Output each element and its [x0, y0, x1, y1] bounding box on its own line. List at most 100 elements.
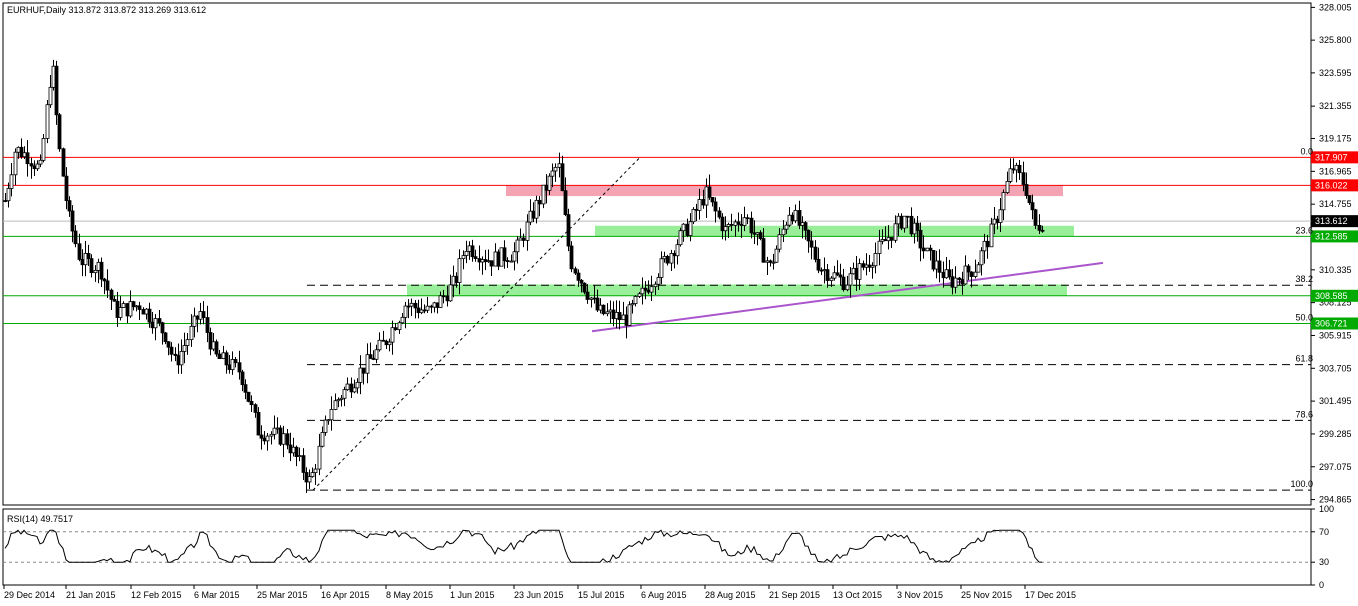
candle-body — [22, 152, 27, 158]
candle-body — [41, 138, 46, 161]
level-tag — [1311, 317, 1358, 330]
time-tick-label: 8 May 2015 — [386, 590, 433, 600]
candle-body — [733, 221, 738, 226]
candle-body — [701, 199, 706, 206]
level-tag-label: 312.585 — [1315, 231, 1348, 241]
candle-body — [755, 232, 760, 235]
candle-body — [125, 303, 130, 317]
time-tick-label: 16 Apr 2015 — [321, 590, 370, 600]
candle-body — [416, 307, 421, 314]
candle-body — [985, 240, 990, 248]
candle-body — [697, 199, 702, 211]
candle-body — [227, 364, 232, 370]
candle-body — [272, 427, 277, 435]
candle-body — [128, 301, 133, 317]
candle-body — [499, 247, 504, 267]
candle-body — [19, 146, 24, 158]
candle-body — [960, 279, 965, 285]
zone-band — [506, 185, 1063, 197]
candle-body — [403, 305, 408, 318]
candle-body — [301, 455, 306, 473]
candle-body — [201, 311, 206, 318]
level-tag — [1311, 179, 1358, 192]
candle-body — [381, 339, 386, 342]
candle-body — [105, 280, 110, 291]
candle-body — [147, 308, 152, 323]
candle-body — [48, 86, 53, 106]
candle-body — [825, 269, 830, 281]
candle-body — [112, 299, 117, 302]
candle-body — [400, 316, 405, 324]
candle-body — [681, 223, 686, 232]
candle-body — [816, 258, 821, 271]
candle-body — [1037, 224, 1042, 231]
rsi-tick-label: 70 — [1319, 527, 1329, 537]
candle-body — [291, 446, 296, 454]
candle-body — [832, 272, 837, 279]
candle-body — [342, 389, 347, 399]
candle-body — [294, 446, 299, 458]
candle-body — [669, 253, 674, 264]
candle-body — [637, 293, 642, 297]
candle-body — [109, 289, 114, 300]
candle-body — [35, 163, 40, 170]
candle-body — [585, 291, 590, 300]
candle-body — [979, 250, 984, 266]
price-panel — [2, 2, 1312, 506]
time-tick-label: 6 Aug 2015 — [641, 590, 687, 600]
candle-body — [441, 295, 446, 298]
candle-body — [544, 184, 549, 191]
candle-body — [774, 248, 779, 263]
candle-body — [1005, 181, 1010, 194]
candle-body — [573, 268, 578, 274]
candle-body — [480, 259, 485, 263]
candle-body — [253, 404, 258, 413]
candle-body — [1017, 164, 1022, 174]
candle-body — [729, 224, 734, 226]
candle-body — [528, 210, 533, 223]
candle-body — [233, 359, 238, 364]
candle-body — [281, 433, 286, 445]
candle-body — [608, 309, 613, 313]
candle-body — [710, 196, 715, 203]
candle-body — [678, 230, 683, 246]
candle-body — [582, 282, 587, 293]
candle-body — [505, 260, 510, 262]
candle-body — [339, 397, 344, 400]
candle-body — [166, 341, 171, 348]
candle-body — [649, 286, 654, 293]
candle-body — [547, 175, 552, 191]
time-tick-label: 23 Jun 2015 — [514, 590, 564, 600]
candle-body — [653, 283, 658, 288]
candle-body — [912, 222, 917, 235]
candle-body — [518, 237, 523, 241]
rsi-tick-label: 0 — [1319, 580, 1324, 590]
candle-body — [483, 259, 488, 263]
candle-body — [310, 472, 315, 478]
candle-body — [739, 224, 744, 226]
candle-body — [205, 317, 210, 333]
price-tick-label: 323.595 — [1319, 68, 1352, 78]
candle-body — [918, 229, 923, 249]
candle-body — [13, 151, 18, 176]
time-tick-label: 21 Sep 2015 — [769, 590, 820, 600]
level-tag — [1311, 230, 1358, 243]
candle-body — [361, 367, 366, 374]
candle-body — [745, 217, 750, 220]
candle-body — [144, 308, 149, 315]
candle-body — [797, 210, 802, 226]
candle-body — [950, 276, 955, 288]
candle-body — [902, 215, 907, 229]
candle-body — [704, 186, 709, 206]
candle-body — [605, 311, 610, 315]
candle-body — [883, 239, 888, 242]
candle-body — [829, 277, 834, 281]
candle-body — [409, 302, 414, 307]
candle-body — [160, 322, 165, 334]
price-tick-label: 294.865 — [1319, 495, 1352, 505]
candle-body — [726, 224, 731, 227]
candle-body — [659, 258, 664, 278]
candle-body — [867, 264, 872, 268]
candle-body — [496, 251, 501, 267]
candle-body — [537, 199, 542, 205]
